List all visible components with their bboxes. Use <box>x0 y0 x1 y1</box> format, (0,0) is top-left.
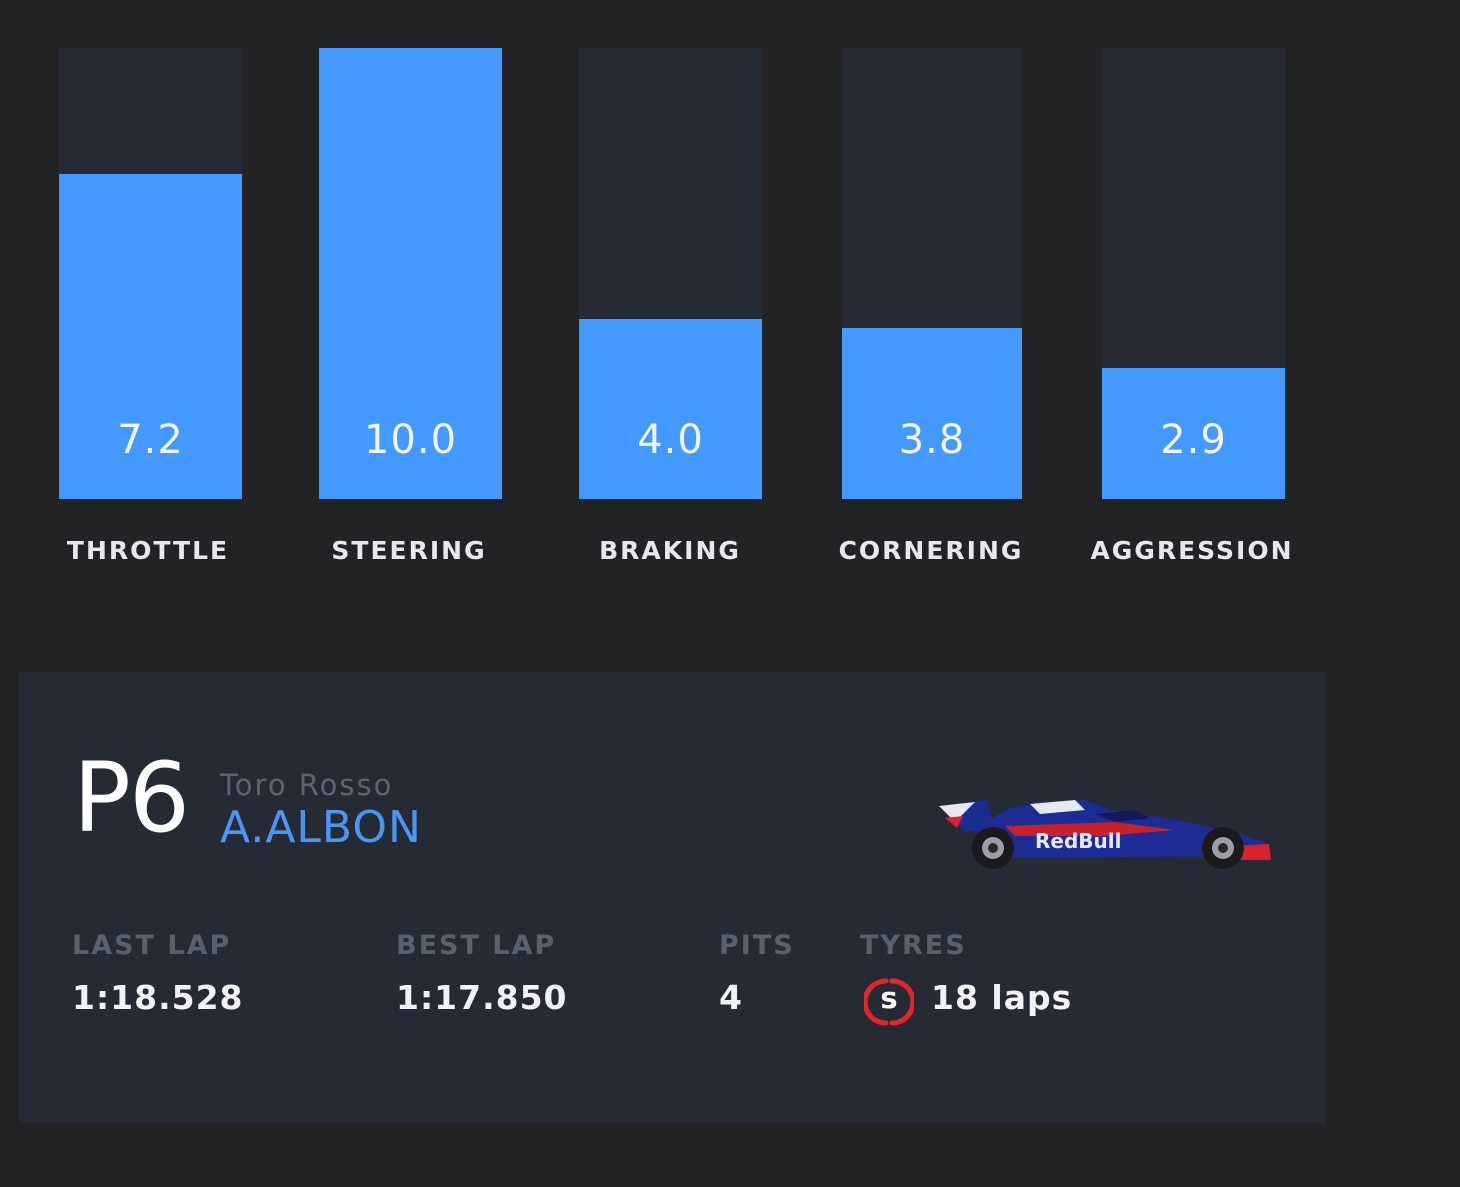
best-lap-value: 1:17.850 <box>396 978 568 1017</box>
bar-cornering <box>842 328 1022 499</box>
bar-throttle <box>59 174 242 499</box>
bar-value-label: 4.0 <box>637 417 704 463</box>
last-lap-label: LAST LAP <box>72 930 232 961</box>
bar-braking <box>579 319 762 499</box>
bar-value-label: 10.0 <box>363 417 458 463</box>
driver-name: A.ALBON <box>220 802 422 853</box>
category-label-aggression: AGGRESSION <box>1090 536 1294 565</box>
team-name: Toro Rosso <box>220 768 394 802</box>
bar-track-cornering: 3.8 <box>842 48 1022 499</box>
rating-bar-chart: 7.2 THROTTLE 10.0 STEERING 4.0 BRAKING 3.8 CORN… <box>59 48 1294 565</box>
soft-tyre-icon <box>864 978 914 1026</box>
svg-text:RedBull: RedBull <box>1035 829 1121 853</box>
best-lap-label: BEST LAP <box>396 930 557 961</box>
bar-track-throttle: 7.2 <box>59 48 242 499</box>
category-label-steering: STEERING <box>331 536 487 565</box>
driver-panel: P6 Toro Rosso A.ALBON RedBull LAST LAP 1… <box>19 672 1326 1123</box>
category-label-throttle: THROTTLE <box>66 536 230 565</box>
bar-track-braking: 4.0 <box>579 48 762 499</box>
category-label-braking: BRAKING <box>599 536 741 565</box>
pits-label: PITS <box>719 930 795 961</box>
tyre-laps-value: 18 laps <box>931 978 1073 1017</box>
pits-value: 4 <box>719 978 743 1017</box>
tyres-label: TYRES <box>860 930 967 961</box>
toro-rosso-car-icon: RedBull <box>939 800 1271 869</box>
bar-steering <box>319 48 502 499</box>
bar-track-aggression: 2.9 <box>1102 48 1285 499</box>
bar-value-label: 2.9 <box>1160 417 1227 463</box>
category-label-cornering: CORNERING <box>838 536 1024 565</box>
bar-value-label: 3.8 <box>898 417 966 463</box>
tyre-compound-letter: S <box>880 981 898 1015</box>
bar-value-label: 7.2 <box>117 417 184 463</box>
bar-aggression <box>1102 368 1285 499</box>
race-position: P6 <box>73 742 190 854</box>
bar-track-steering: 10.0 <box>319 48 502 499</box>
last-lap-value: 1:18.528 <box>72 978 244 1017</box>
